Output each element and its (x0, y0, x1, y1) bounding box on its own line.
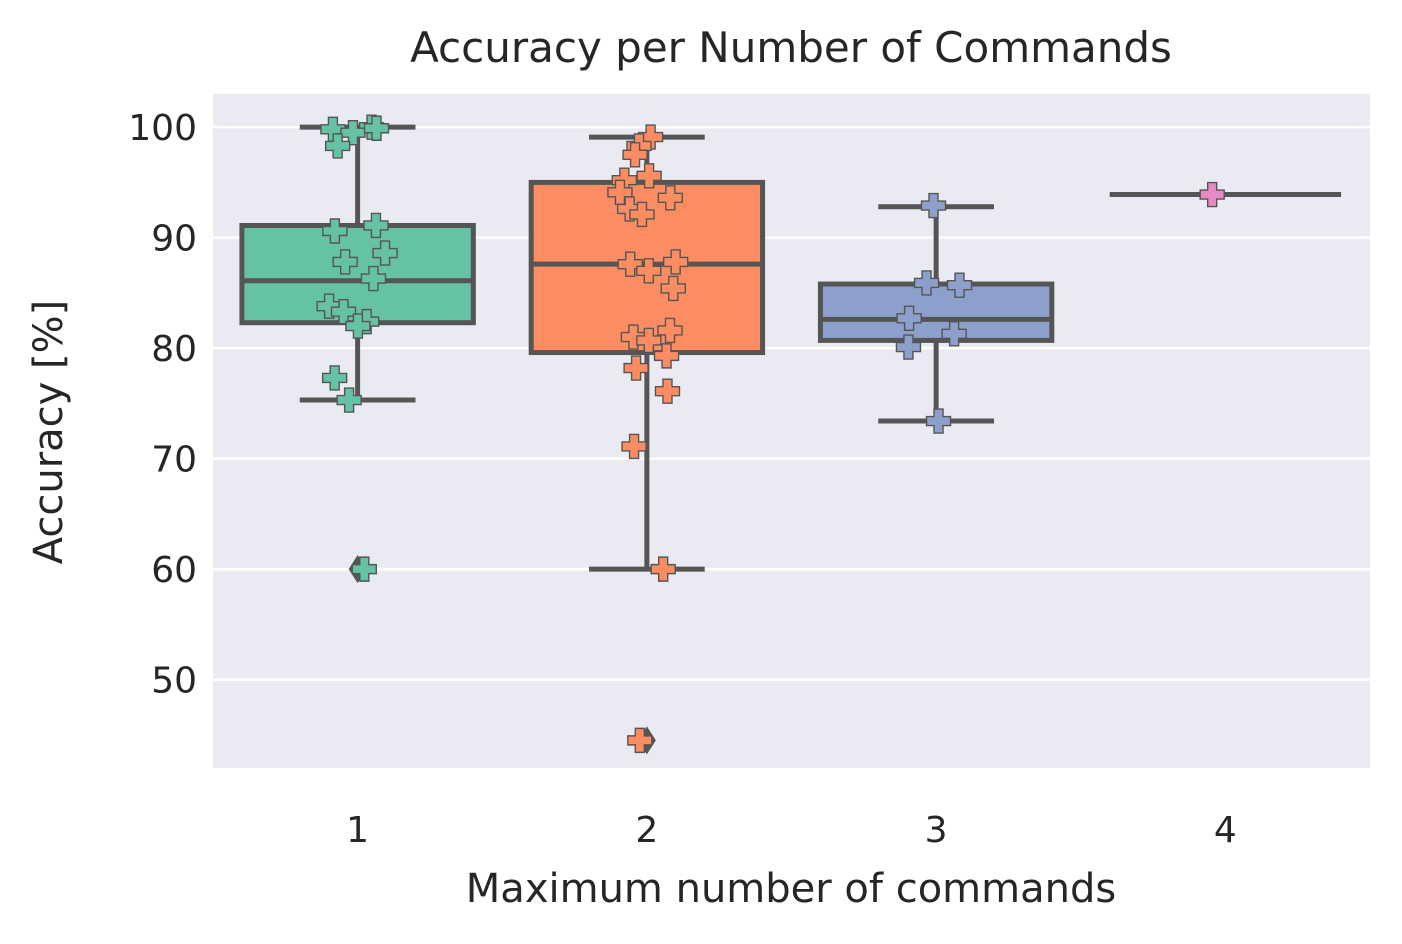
y-tick-label: 100 (128, 108, 197, 149)
data-point (363, 115, 390, 141)
plot-area (213, 94, 1370, 768)
y-tick-label: 90 (151, 219, 197, 260)
box-group-1 (239, 114, 476, 584)
data-point (1199, 181, 1225, 208)
data-point (616, 196, 643, 222)
x-tick-label: 1 (346, 810, 369, 851)
x-tick-label: 2 (635, 810, 658, 851)
data-point (316, 293, 342, 319)
data-point (360, 265, 387, 292)
data-point (946, 272, 973, 298)
box-group-2 (528, 124, 766, 755)
box-group-3 (817, 192, 1055, 434)
data-point (657, 317, 683, 344)
data-point (636, 258, 662, 284)
data-point (340, 119, 366, 146)
data-point (351, 556, 378, 582)
data-point (636, 163, 662, 189)
data-point (617, 251, 643, 277)
y-tick-label: 80 (151, 329, 197, 370)
data-point (654, 378, 681, 404)
data-point (332, 249, 358, 275)
data-point (622, 142, 648, 168)
data-point (363, 212, 389, 239)
data-point (621, 433, 647, 460)
data-point (941, 321, 967, 347)
data-point (920, 192, 947, 219)
data-point (636, 327, 662, 354)
data-point (637, 124, 664, 150)
y-tick-label: 70 (151, 440, 197, 481)
data-point (324, 133, 351, 159)
data-point (336, 387, 362, 413)
data-point (653, 343, 680, 369)
plot-group (213, 114, 1370, 755)
data-point (657, 185, 684, 211)
box (817, 281, 1055, 343)
data-point (662, 249, 689, 275)
data-point (650, 556, 676, 582)
y-tick-label: 60 (151, 550, 197, 591)
data-point (623, 355, 649, 381)
box (239, 222, 476, 326)
data-point (620, 324, 647, 350)
y-tick-label: 50 (151, 661, 197, 702)
chart-title: Accuracy per Number of Commands (410, 23, 1172, 72)
data-point (925, 408, 952, 434)
data-point (321, 365, 348, 391)
data-point (629, 201, 655, 228)
data-point (345, 313, 371, 339)
data-point (372, 240, 398, 266)
y-axis-label: Accuracy [%] (26, 300, 72, 565)
data-point (660, 275, 686, 302)
data-point (896, 305, 922, 331)
data-point (322, 218, 348, 244)
data-point (895, 334, 922, 360)
data-point (913, 270, 940, 296)
x-axis-label: Maximum number of commands (466, 866, 1116, 912)
data-point (627, 727, 653, 754)
box-group-4 (1109, 181, 1342, 208)
x-tick-label: 4 (1214, 810, 1237, 851)
x-tick-label: 3 (925, 810, 948, 851)
